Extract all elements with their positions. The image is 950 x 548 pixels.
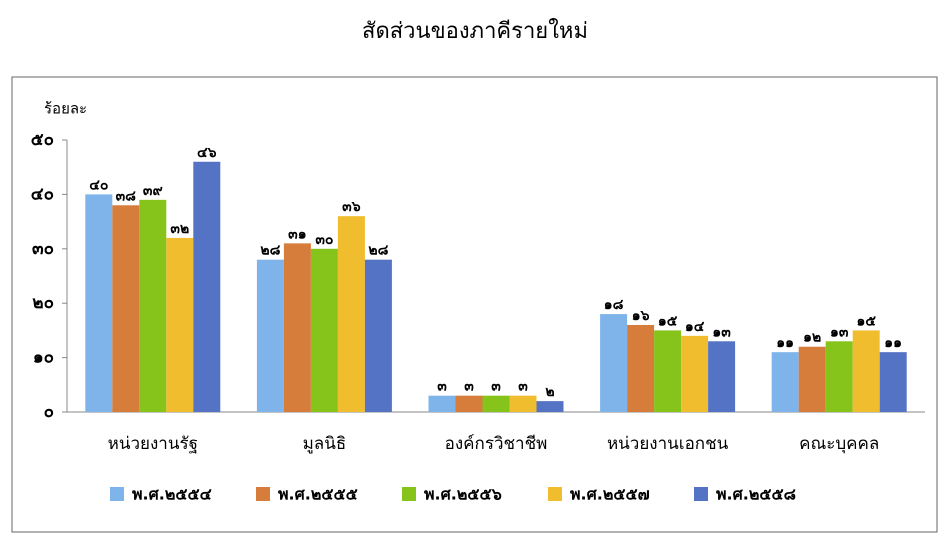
data-label: ๔๐ [89,177,108,193]
bar [654,330,682,412]
bar [627,324,655,412]
data-label: ๓ [464,379,474,395]
legend-label: พ.ศ.๒๕๕๕ [278,485,358,504]
data-label: ๑๖ [632,308,650,324]
data-label: ๑๓ [830,324,849,340]
y-tick-label: ๑๐ [33,348,54,368]
bar [310,248,338,412]
data-label: ๓ [518,379,528,395]
y-tick-label: ๓๐ [32,239,54,259]
bar [455,395,483,412]
data-label: ๑๑ [884,335,902,351]
data-label: ๑๘ [604,297,624,313]
data-label: ๓ [437,379,447,395]
y-tick-label: ๒๐ [32,293,54,313]
data-label: ๒๘ [260,243,280,259]
bar [112,205,140,412]
bar [283,243,311,412]
data-label: ๑๕ [856,313,876,329]
data-label: ๓๘ [116,188,137,204]
data-label: ๓๖ [342,199,361,215]
bar [708,341,736,412]
bar [879,352,907,412]
legend-label: พ.ศ.๒๕๕๔ [132,485,212,504]
bar [139,199,167,412]
data-label: ๒๘ [368,243,388,259]
legend-label: พ.ศ.๒๕๕๘ [716,485,796,504]
bar [509,395,537,412]
bar [166,237,194,412]
bar [193,161,221,412]
legend-swatch [694,487,708,501]
bar [482,395,510,412]
y-tick-label: ๕๐ [31,130,54,150]
data-label: ๑๕ [658,313,678,329]
data-label: ๒ [545,384,554,400]
data-label: ๓๙ [143,183,163,199]
y-tick-label: ๔๐ [31,184,54,204]
x-tick-label: หน่วยงานเอกชน [607,434,729,454]
y-axis-label: ร้อยละ [44,100,87,118]
legend-swatch [548,487,562,501]
data-label: ๑๑ [776,335,794,351]
x-tick-label: องค์กรวิชาชีพ [445,434,548,454]
data-label: ๑๔ [685,319,705,335]
x-tick-label: คณะบุคคล [799,434,879,454]
legend-swatch [402,487,416,501]
data-label: ๑๓ [712,324,731,340]
bar [798,346,826,412]
data-label: ๓ [491,379,501,395]
legend-label: พ.ศ.๒๕๕๗ [570,485,650,504]
bar [681,335,709,412]
legend-label: พ.ศ.๒๕๕๖ [424,485,502,504]
bar [852,330,880,412]
bar [337,216,365,412]
bar [536,401,564,412]
legend-swatch [256,487,270,501]
bar [364,259,392,412]
bar [825,341,853,412]
data-label: ๑๒ [803,330,821,346]
bar [428,395,456,412]
x-tick-label: มูลนิธิ [303,434,347,454]
data-label: ๔๖ [197,145,217,161]
legend-swatch [110,487,124,501]
bar [771,352,799,412]
bar [256,259,284,412]
bar [600,314,628,412]
chart-title: สัดส่วนของภาคีรายใหม่ [362,18,588,44]
y-tick-label: ๐ [44,402,54,422]
x-tick-label: หน่วยงานรัฐ [108,434,198,454]
chart-frame [11,76,938,533]
data-label: ๓๑ [288,226,306,242]
bar [85,194,113,412]
data-label: ๓๐ [315,232,333,248]
data-label: ๓๒ [170,221,189,237]
